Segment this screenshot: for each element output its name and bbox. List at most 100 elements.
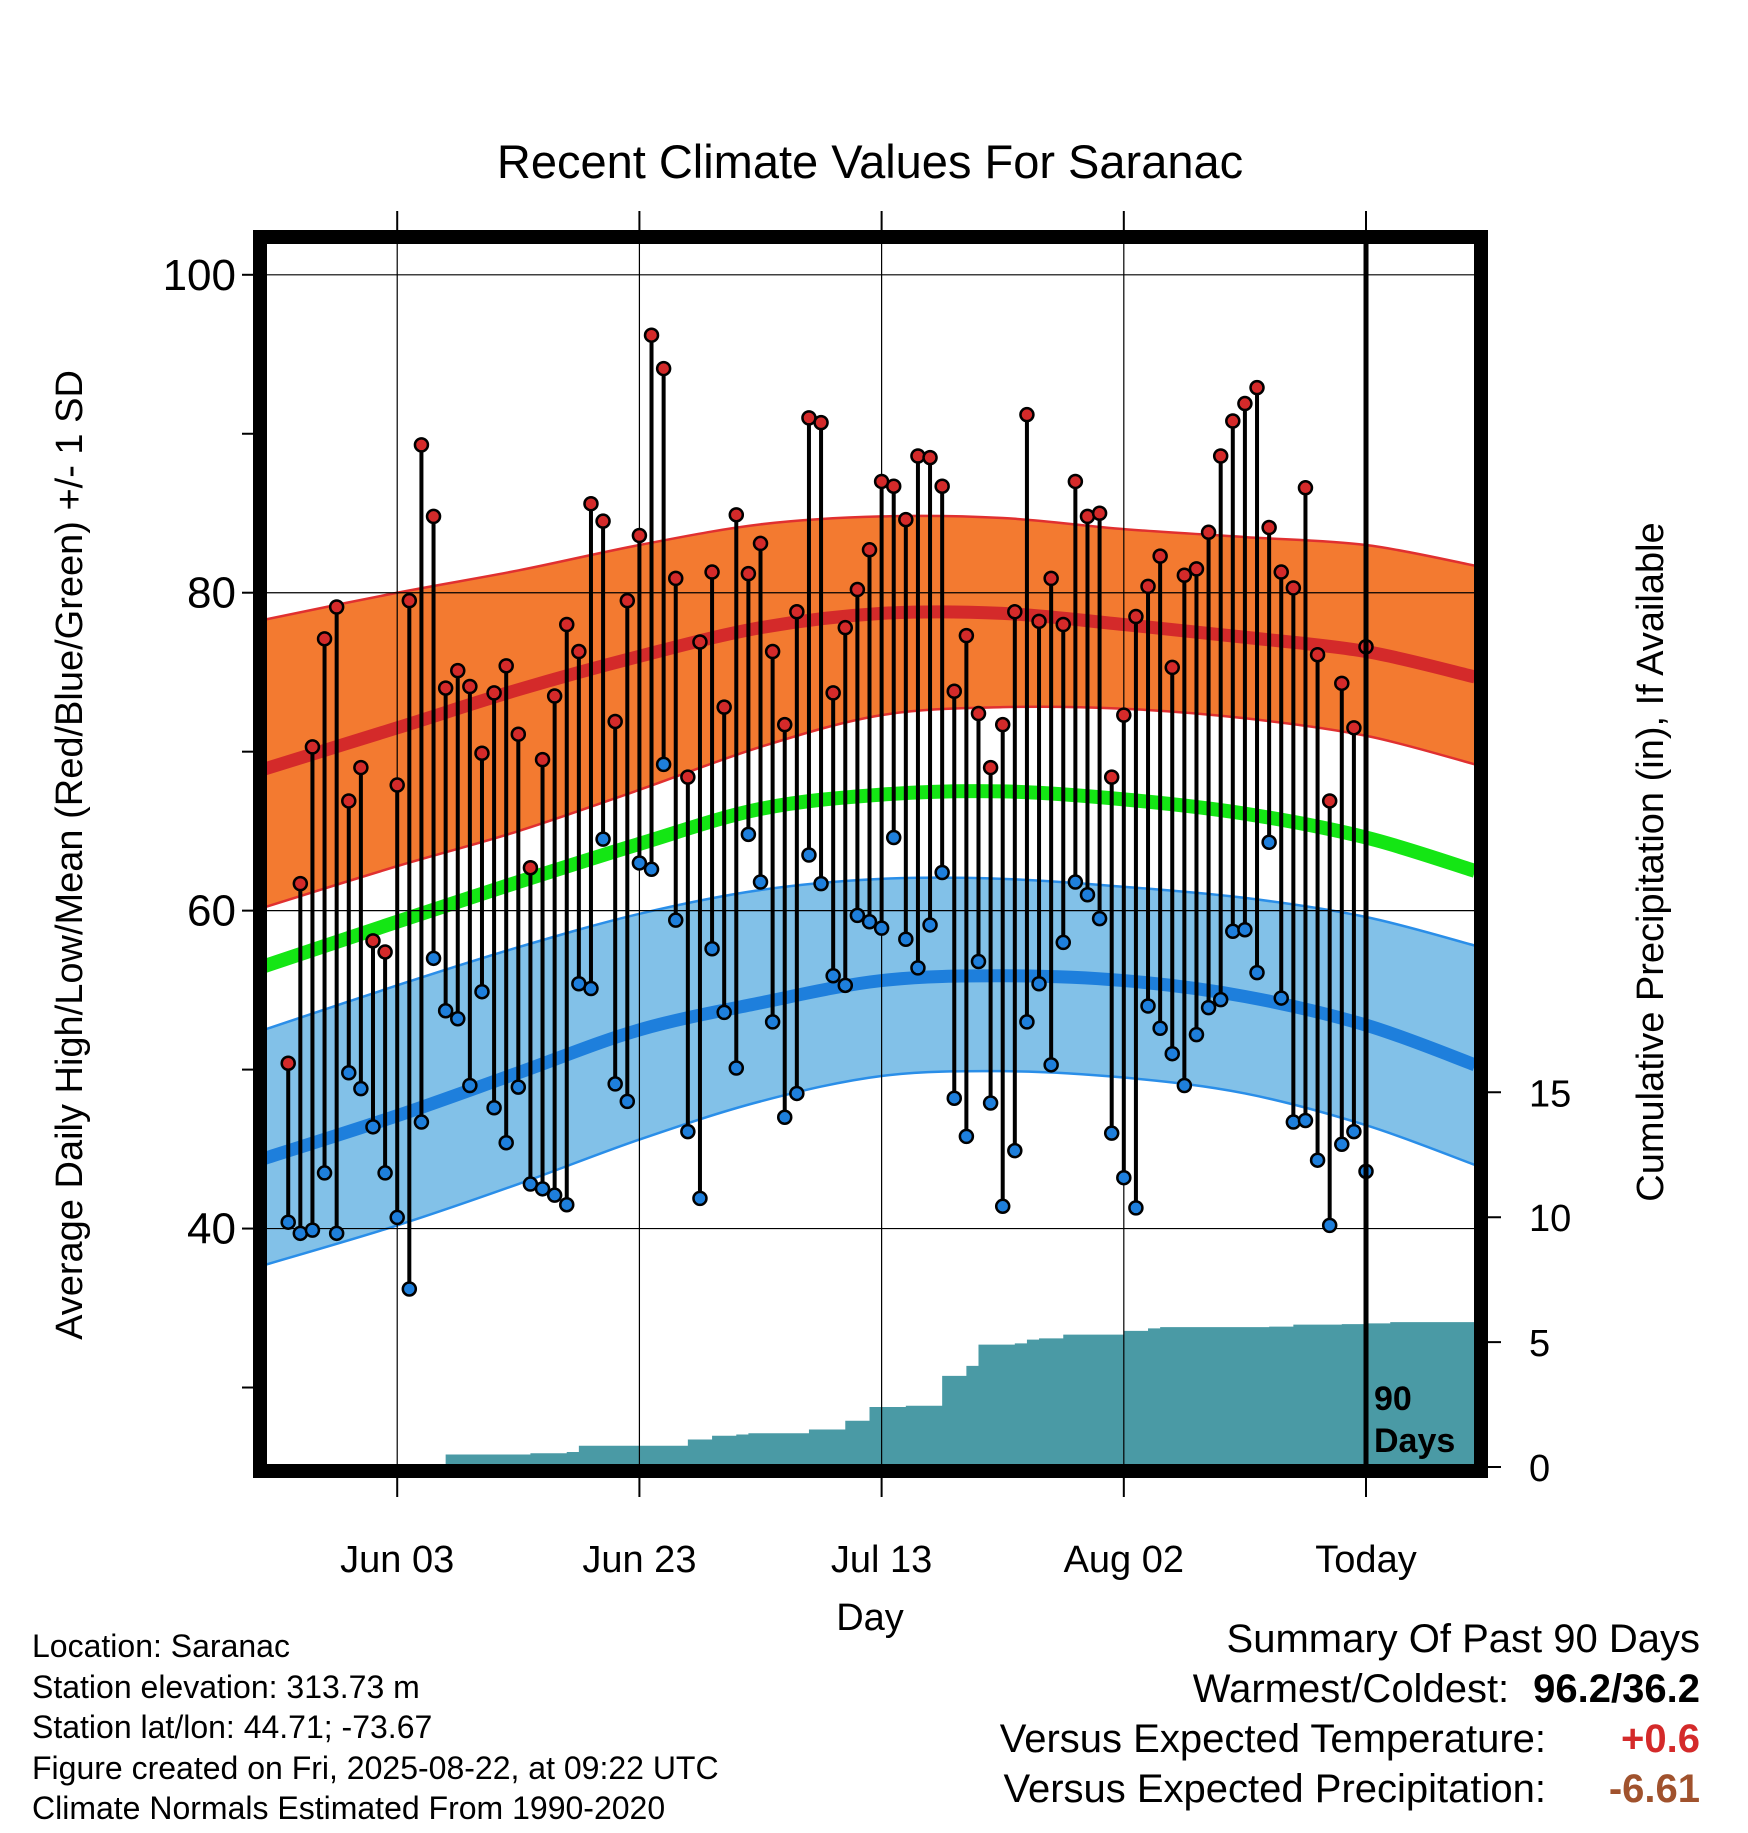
y-tick-label: 60: [187, 887, 236, 936]
summary-row-warmest: Warmest/Coldest: 96.2/36.2: [1000, 1664, 1700, 1714]
low-point: [1116, 1169, 1132, 1186]
summary-row-temp: Versus Expected Temperature: +0.6: [1000, 1714, 1700, 1764]
high-point: [1043, 570, 1059, 587]
high-point: [1334, 675, 1350, 692]
chart-title: Recent Climate Values For Saranac: [497, 135, 1243, 188]
high-point: [583, 495, 599, 512]
high-point: [401, 592, 418, 609]
low-point: [837, 977, 854, 994]
high-point: [898, 511, 914, 528]
x-tick-label: Jun 23: [582, 1539, 696, 1581]
high-point: [571, 643, 587, 660]
high-point: [1031, 613, 1047, 630]
low-point: [982, 1095, 999, 1111]
high-point: [970, 705, 987, 722]
warmest-coldest-value: 96.2/36.2: [1533, 1667, 1700, 1711]
low-point: [619, 1093, 636, 1110]
low-point: [413, 1114, 430, 1130]
low-point: [946, 1090, 963, 1106]
low-point: [280, 1214, 296, 1230]
low-point: [1140, 998, 1156, 1014]
low-point: [1007, 1142, 1023, 1159]
low-point: [1152, 1020, 1168, 1037]
temp-anomaly-label: Versus Expected Temperature:: [999, 1717, 1546, 1761]
latlon-text: Station lat/lon: 44.71; -73.67: [32, 1709, 433, 1745]
low-point: [631, 855, 648, 871]
high-point: [1019, 406, 1035, 423]
precip-area: [360, 1322, 1475, 1467]
low-point: [546, 1187, 563, 1203]
low-point: [353, 1080, 369, 1097]
low-point: [401, 1281, 418, 1297]
location-text: Location: Saranac: [32, 1628, 290, 1664]
high-point: [534, 751, 551, 768]
low-point: [534, 1181, 551, 1197]
high-point: [1285, 580, 1302, 596]
high-point: [280, 1055, 296, 1071]
low-point: [595, 831, 611, 847]
low-point: [316, 1165, 333, 1181]
precip-anomaly-label: Versus Expected Precipitation:: [1003, 1767, 1546, 1811]
x-tick-label: Today: [1315, 1539, 1416, 1581]
low-point: [643, 861, 660, 878]
x-axis-label: Day: [836, 1597, 904, 1639]
high-point: [1103, 769, 1120, 785]
summary-row-precip: Versus Expected Precipitation: -6.61: [1000, 1764, 1700, 1814]
high-point: [486, 685, 502, 701]
high-point: [776, 716, 793, 733]
high-point: [1091, 505, 1108, 521]
high-point: [1116, 707, 1132, 723]
high-point: [631, 527, 648, 544]
low-point: [680, 1123, 696, 1140]
high-point: [546, 688, 563, 704]
low-point: [486, 1099, 502, 1116]
high-point: [1261, 519, 1277, 536]
elevation-text: Station elevation: 313.73 m: [32, 1668, 420, 1705]
low-point: [994, 1198, 1011, 1215]
high-point: [389, 777, 405, 793]
low-point: [1176, 1077, 1193, 1094]
low-point: [801, 847, 817, 863]
low-point: [898, 931, 914, 947]
high-point: [1200, 524, 1217, 541]
y2-tick-label: 10: [1529, 1198, 1571, 1240]
low-point: [450, 1010, 466, 1027]
high-point: [328, 599, 345, 615]
low-point: [1103, 1125, 1120, 1141]
low-point: [716, 1004, 732, 1021]
low-point: [1019, 1014, 1035, 1030]
high-point: [825, 685, 841, 701]
low-point: [377, 1165, 393, 1181]
high-point: [304, 739, 321, 755]
low-point: [861, 914, 878, 930]
high-point: [292, 875, 309, 892]
created-text: Figure created on Fri, 2025-08-22, at 09…: [32, 1749, 719, 1786]
low-point: [510, 1079, 527, 1095]
low-point: [1273, 990, 1289, 1006]
high-point: [885, 478, 902, 494]
high-point: [1309, 646, 1326, 663]
high-point: [1249, 379, 1265, 396]
high-point: [994, 716, 1011, 733]
y2-tick-label: 15: [1529, 1073, 1571, 1115]
low-point: [559, 1196, 575, 1213]
high-point: [1164, 659, 1180, 676]
low-point: [328, 1225, 345, 1242]
high-point: [450, 662, 466, 679]
high-point: [813, 414, 829, 431]
low-point: [849, 907, 866, 924]
high-point: [1007, 604, 1023, 620]
high-point: [316, 631, 333, 647]
low-point: [365, 1119, 381, 1135]
plot-area: [264, 243, 1475, 1467]
high-point: [946, 683, 963, 700]
high-point: [1188, 561, 1205, 577]
low-point: [813, 875, 829, 892]
low-point: [474, 983, 490, 1000]
high-point: [655, 360, 672, 377]
low-point: [1128, 1200, 1144, 1216]
warmest-coldest-label: Warmest/Coldest:: [1192, 1667, 1510, 1711]
high-point: [474, 745, 490, 762]
high-point: [341, 793, 357, 809]
